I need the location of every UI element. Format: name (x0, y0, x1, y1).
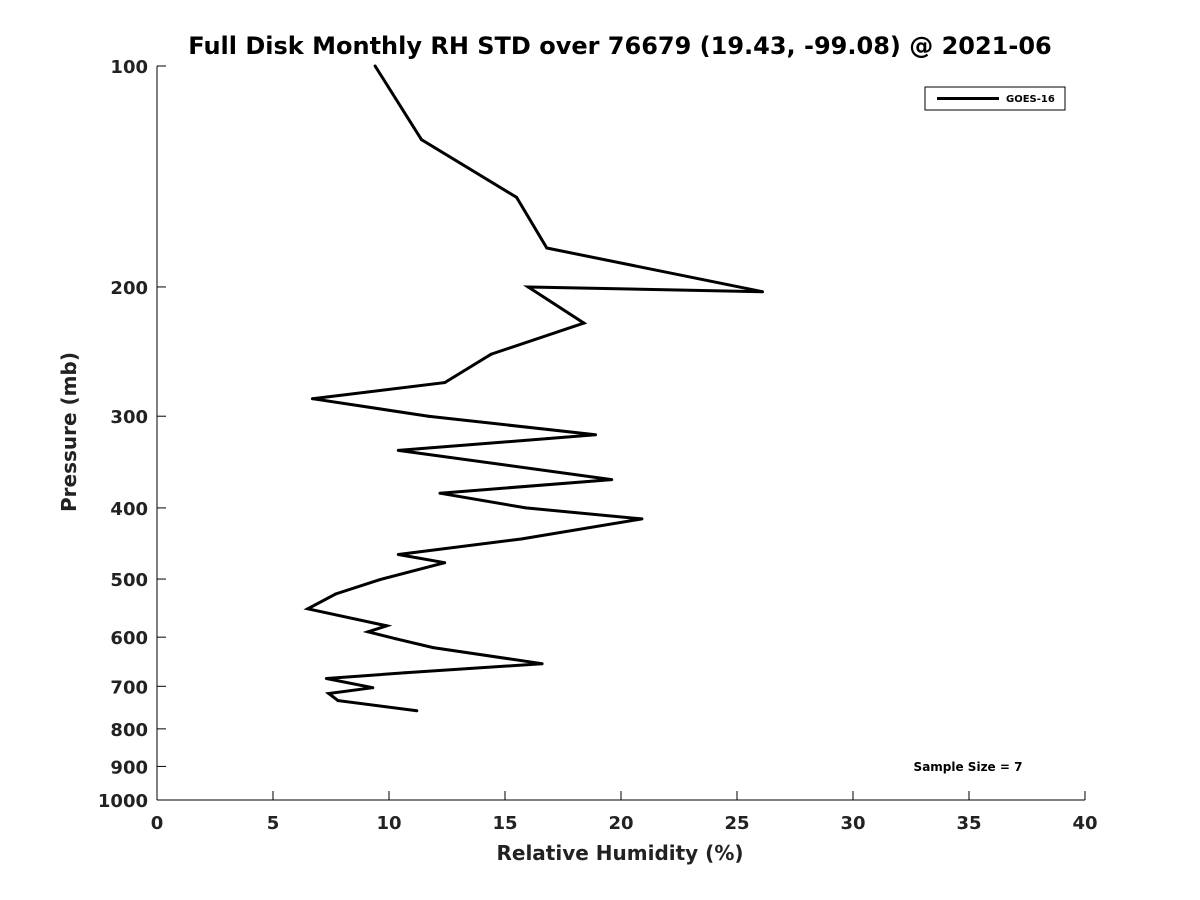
data-point (426, 414, 430, 418)
data-point (306, 607, 310, 611)
y-tick-label: 600 (110, 628, 148, 649)
sample-size-note: Sample Size = 7 (914, 760, 1023, 774)
y-tick-label: 500 (110, 570, 148, 591)
data-point (373, 64, 377, 68)
data-point (610, 478, 614, 482)
data-point (378, 578, 382, 582)
legend-label-goes-16: GOES-16 (1006, 94, 1055, 105)
series-line-goes-16 (303, 65, 763, 713)
x-tick-label: 0 (151, 813, 164, 834)
data-point (582, 321, 586, 325)
data-point (327, 692, 331, 695)
x-tick-label: 15 (492, 813, 517, 834)
x-tick-label: 10 (376, 813, 401, 834)
data-point (310, 397, 314, 401)
x-tick-label: 20 (608, 813, 633, 834)
data-point (336, 699, 340, 703)
data-point (394, 637, 398, 641)
x-axis-label: Relative Humidity (%) (496, 841, 743, 865)
x-tick-label: 5 (267, 813, 280, 834)
data-point (438, 491, 442, 495)
data-point (489, 352, 493, 356)
data-point (385, 624, 389, 628)
data-point (420, 138, 423, 142)
data-point (403, 671, 407, 675)
data-point (640, 517, 644, 521)
data-point (443, 561, 447, 565)
data-point (526, 285, 530, 289)
x-tick-label: 30 (840, 813, 865, 834)
y-axis-label: Pressure (mb) (57, 352, 81, 512)
data-point (431, 646, 435, 650)
x-axis-ticks: 0 5 10 15 20 25 30 35 40 (151, 791, 1098, 834)
data-point (515, 195, 519, 199)
y-tick-label: 400 (110, 499, 148, 520)
data-point (443, 381, 447, 385)
data-point (524, 506, 528, 510)
data-point (519, 537, 523, 541)
y-tick-label: 100 (110, 57, 148, 78)
y-tick-label: 700 (110, 677, 148, 698)
x-tick-label: 40 (1072, 813, 1097, 834)
data-point (545, 246, 549, 250)
y-tick-label: 900 (110, 757, 148, 778)
y-tick-label: 200 (110, 278, 148, 299)
series-layer (303, 64, 764, 713)
x-tick-label: 35 (956, 813, 981, 834)
y-tick-label: 300 (110, 407, 148, 428)
data-point (540, 662, 544, 666)
data-point (324, 677, 328, 680)
data-point (396, 553, 400, 556)
data-point (594, 433, 597, 437)
x-tick-label: 25 (724, 813, 749, 834)
data-point (366, 630, 370, 634)
legend: GOES-16 (924, 86, 1066, 111)
chart-title: Full Disk Monthly RH STD over 76679 (19.… (188, 32, 1051, 60)
data-point (396, 448, 400, 452)
data-point (415, 709, 419, 713)
y-tick-label: 800 (110, 720, 148, 741)
y-axis-ticks: 100 200 300 400 500 600 700 800 900 1000 (98, 57, 166, 812)
data-point (761, 290, 764, 294)
data-point (334, 592, 338, 596)
y-tick-label: 1000 (98, 791, 148, 812)
data-point (371, 686, 375, 690)
